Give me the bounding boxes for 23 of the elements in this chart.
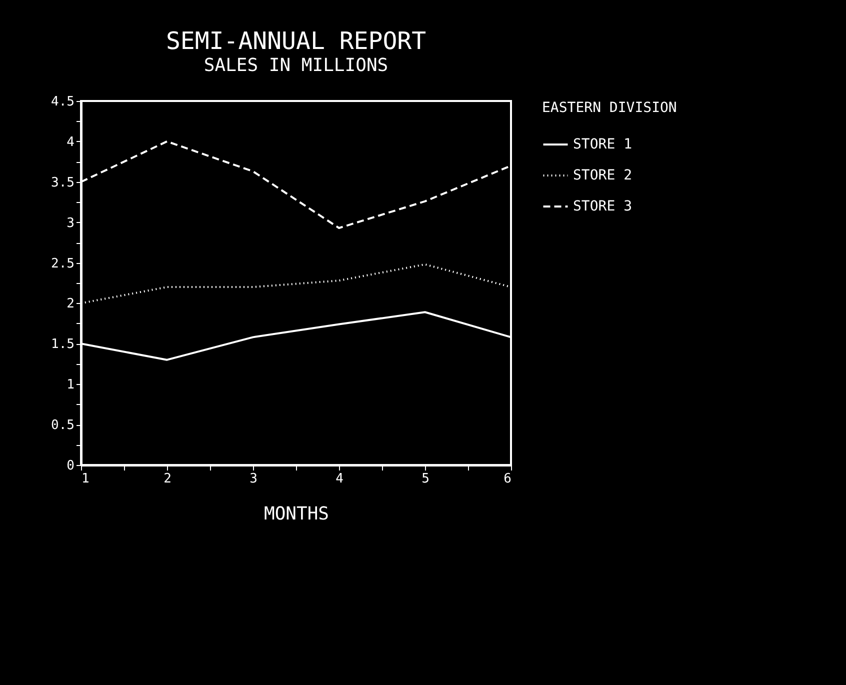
x-tick-label: 5 (422, 472, 430, 486)
y-tick-label: 1 (66, 378, 74, 393)
legend-label: STORE 1 (573, 136, 632, 152)
chart-title: SEMI-ANNUAL REPORT (166, 27, 426, 55)
y-tick-label: 4.5 (51, 94, 74, 110)
legend-title: EASTERN DIVISION (542, 100, 677, 116)
y-tick-label: 3 (66, 216, 74, 231)
y-tick-label: 1.5 (51, 337, 74, 352)
legend-label: STORE 3 (573, 198, 632, 214)
y-tick-label: 3.5 (51, 175, 74, 190)
legend-label: STORE 2 (573, 168, 632, 184)
y-tick-label: 2.5 (51, 256, 74, 272)
x-tick-label: 4 (336, 472, 344, 486)
x-tick-label: 1 (82, 472, 90, 486)
x-axis-title: MONTHS (264, 504, 330, 524)
x-tick-label: 6 (504, 472, 512, 486)
y-tick-label: 0.5 (51, 418, 74, 434)
y-tick-label: 0 (66, 458, 74, 474)
y-tick-label: 4 (66, 134, 75, 150)
x-tick-label: 3 (250, 472, 258, 486)
y-tick-label: 2 (66, 296, 74, 312)
x-tick-label: 2 (164, 472, 172, 486)
chart-subtitle: SALES IN MILLIONS (204, 55, 388, 76)
